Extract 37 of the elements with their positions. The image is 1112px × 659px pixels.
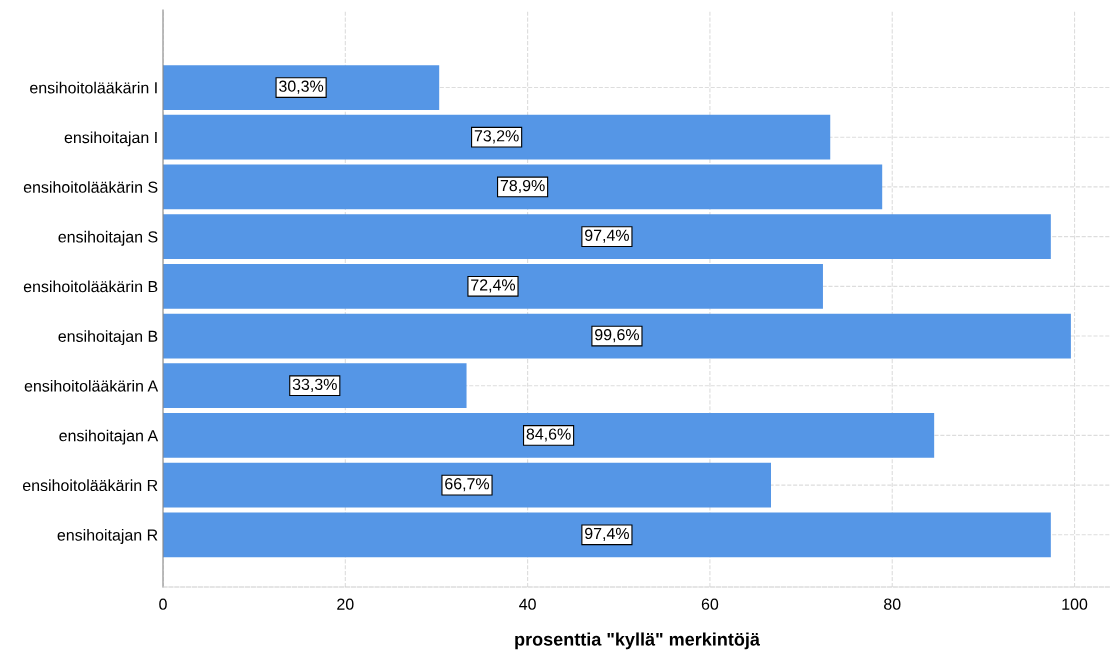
data-label: 33,3% xyxy=(292,378,337,392)
x-tick-label: 40 xyxy=(519,598,536,610)
y-tick-label: ensihoitajan R xyxy=(57,529,158,544)
y-tick-label: ensihoitajan I xyxy=(64,131,157,147)
bar xyxy=(163,512,1051,558)
data-label: 84,6% xyxy=(526,428,571,442)
bar xyxy=(163,462,771,508)
y-tick-label: ensihoitolääkärin S xyxy=(23,181,158,193)
bar xyxy=(163,313,1071,359)
data-label: 97,4% xyxy=(585,527,629,541)
x-tick-label: 20 xyxy=(337,598,354,610)
data-label: 66,7% xyxy=(445,478,490,492)
y-tick-label: ensihoitolääkärin A xyxy=(24,379,159,392)
y-tick-label: ensihoitolääkärin B xyxy=(23,280,158,293)
data-label: 72,4% xyxy=(471,279,516,293)
x-tick-label: 0 xyxy=(159,598,167,610)
bar xyxy=(163,164,883,210)
bar xyxy=(163,114,831,160)
data-label: 78,9% xyxy=(500,179,545,194)
y-tick-label: ensihoitolääkärin R xyxy=(22,479,158,492)
x-tick-label: 100 xyxy=(1062,598,1088,610)
bar xyxy=(163,263,823,309)
data-label: 73,2% xyxy=(474,130,519,144)
y-tick-label: ensihoitajan B xyxy=(58,330,158,346)
y-tick-label: ensihoitolääkärin I xyxy=(30,81,157,94)
y-tick-label: ensihoitajan S xyxy=(58,230,158,246)
data-label: 99,6% xyxy=(595,329,640,343)
bar xyxy=(163,65,440,110)
bar xyxy=(163,363,467,409)
x-tick-label: 60 xyxy=(701,598,719,610)
x-tick-label: 80 xyxy=(884,598,901,610)
data-label: 97,4% xyxy=(585,229,629,243)
bar xyxy=(163,214,1051,259)
x-axis-title: prosenttia "kyllä" merkintöjä xyxy=(515,632,761,650)
data-label: 30,3% xyxy=(279,80,324,94)
y-tick-label: ensihoitajan A xyxy=(59,429,159,445)
bar xyxy=(163,413,935,458)
